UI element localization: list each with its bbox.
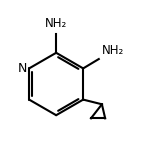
Text: NH₂: NH₂ [102,44,124,57]
Text: N: N [17,62,27,75]
Text: NH₂: NH₂ [45,17,67,30]
